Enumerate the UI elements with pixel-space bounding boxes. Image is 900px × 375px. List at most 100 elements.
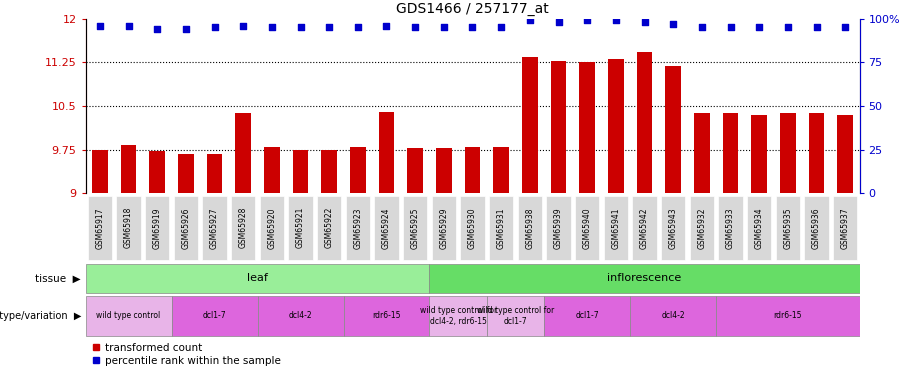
Text: dcl1-7: dcl1-7 bbox=[202, 311, 226, 320]
Text: GSM65925: GSM65925 bbox=[410, 207, 419, 249]
Bar bbox=[551, 61, 566, 193]
Text: GSM65941: GSM65941 bbox=[611, 207, 620, 249]
FancyBboxPatch shape bbox=[544, 296, 630, 336]
FancyBboxPatch shape bbox=[86, 296, 172, 336]
Bar bbox=[178, 154, 194, 193]
Text: inflorescence: inflorescence bbox=[608, 273, 681, 284]
Point bbox=[695, 24, 709, 30]
Bar bbox=[121, 146, 137, 193]
FancyBboxPatch shape bbox=[689, 196, 714, 260]
Point bbox=[265, 24, 279, 30]
FancyBboxPatch shape bbox=[776, 196, 800, 260]
FancyBboxPatch shape bbox=[403, 196, 427, 260]
Text: genotype/variation  ▶: genotype/variation ▶ bbox=[0, 311, 81, 321]
FancyBboxPatch shape bbox=[288, 196, 312, 260]
Text: GSM65933: GSM65933 bbox=[726, 207, 735, 249]
Point bbox=[608, 18, 623, 24]
FancyBboxPatch shape bbox=[716, 296, 860, 336]
FancyBboxPatch shape bbox=[259, 196, 284, 260]
Point bbox=[351, 24, 365, 30]
Point bbox=[93, 23, 107, 29]
Point bbox=[780, 24, 795, 30]
Point bbox=[436, 24, 451, 30]
Point bbox=[724, 24, 738, 30]
Text: GSM65927: GSM65927 bbox=[210, 207, 219, 249]
FancyBboxPatch shape bbox=[317, 196, 341, 260]
Text: dcl4-2: dcl4-2 bbox=[662, 311, 685, 320]
Point bbox=[293, 24, 308, 30]
FancyBboxPatch shape bbox=[630, 296, 716, 336]
FancyBboxPatch shape bbox=[344, 296, 429, 336]
Bar bbox=[608, 59, 624, 193]
FancyBboxPatch shape bbox=[257, 296, 344, 336]
Bar bbox=[780, 113, 796, 193]
Point bbox=[494, 24, 508, 30]
FancyBboxPatch shape bbox=[633, 196, 657, 260]
FancyBboxPatch shape bbox=[432, 196, 456, 260]
Bar bbox=[292, 150, 309, 193]
Text: GSM65919: GSM65919 bbox=[153, 207, 162, 249]
Text: GSM65934: GSM65934 bbox=[755, 207, 764, 249]
Text: leaf: leaf bbox=[248, 273, 268, 284]
Text: GSM65937: GSM65937 bbox=[841, 207, 850, 249]
Text: dcl1-7: dcl1-7 bbox=[575, 311, 599, 320]
Bar bbox=[752, 115, 767, 193]
Bar bbox=[235, 113, 251, 193]
Bar bbox=[436, 148, 452, 193]
Bar bbox=[694, 113, 710, 193]
Bar bbox=[321, 150, 337, 193]
Point bbox=[408, 24, 422, 30]
FancyBboxPatch shape bbox=[174, 196, 198, 260]
Text: dcl4-2: dcl4-2 bbox=[289, 311, 312, 320]
Text: GSM65921: GSM65921 bbox=[296, 207, 305, 249]
Text: rdr6-15: rdr6-15 bbox=[373, 311, 400, 320]
Bar bbox=[379, 112, 394, 193]
Point bbox=[637, 19, 652, 25]
Text: GSM65939: GSM65939 bbox=[554, 207, 563, 249]
Bar bbox=[149, 151, 165, 193]
Point bbox=[838, 24, 852, 30]
Text: GSM65929: GSM65929 bbox=[439, 207, 448, 249]
FancyBboxPatch shape bbox=[145, 196, 169, 260]
Bar bbox=[207, 154, 222, 193]
Text: wild type control: wild type control bbox=[96, 311, 160, 320]
Bar bbox=[408, 148, 423, 193]
Text: rdr6-15: rdr6-15 bbox=[774, 311, 802, 320]
Text: GSM65932: GSM65932 bbox=[698, 207, 706, 249]
Text: GSM65930: GSM65930 bbox=[468, 207, 477, 249]
FancyBboxPatch shape bbox=[718, 196, 742, 260]
Point bbox=[666, 21, 680, 27]
Title: GDS1466 / 257177_at: GDS1466 / 257177_at bbox=[396, 2, 549, 16]
Point bbox=[379, 23, 393, 29]
Bar bbox=[636, 53, 652, 193]
Bar bbox=[464, 147, 481, 193]
Bar bbox=[837, 115, 853, 193]
Bar bbox=[350, 147, 365, 193]
FancyBboxPatch shape bbox=[460, 196, 485, 260]
Text: GSM65931: GSM65931 bbox=[497, 207, 506, 249]
Bar bbox=[665, 66, 681, 193]
Point bbox=[523, 18, 537, 24]
FancyBboxPatch shape bbox=[429, 296, 487, 336]
FancyBboxPatch shape bbox=[805, 196, 829, 260]
Bar bbox=[493, 147, 509, 193]
Bar bbox=[808, 113, 824, 193]
Text: GSM65922: GSM65922 bbox=[325, 207, 334, 249]
FancyBboxPatch shape bbox=[374, 196, 399, 260]
Point bbox=[122, 23, 136, 29]
FancyBboxPatch shape bbox=[604, 196, 628, 260]
FancyBboxPatch shape bbox=[202, 196, 227, 260]
Text: GSM65917: GSM65917 bbox=[95, 207, 104, 249]
Point bbox=[552, 19, 566, 25]
FancyBboxPatch shape bbox=[87, 196, 112, 260]
Text: GSM65918: GSM65918 bbox=[124, 207, 133, 249]
Point bbox=[236, 23, 250, 29]
Point bbox=[207, 24, 221, 30]
FancyBboxPatch shape bbox=[546, 196, 571, 260]
Point bbox=[178, 26, 193, 32]
Text: wild type control for
dcl1-7: wild type control for dcl1-7 bbox=[477, 306, 554, 326]
Point bbox=[809, 24, 824, 30]
Text: GSM65940: GSM65940 bbox=[582, 207, 591, 249]
Text: tissue  ▶: tissue ▶ bbox=[35, 273, 81, 284]
FancyBboxPatch shape bbox=[575, 196, 599, 260]
